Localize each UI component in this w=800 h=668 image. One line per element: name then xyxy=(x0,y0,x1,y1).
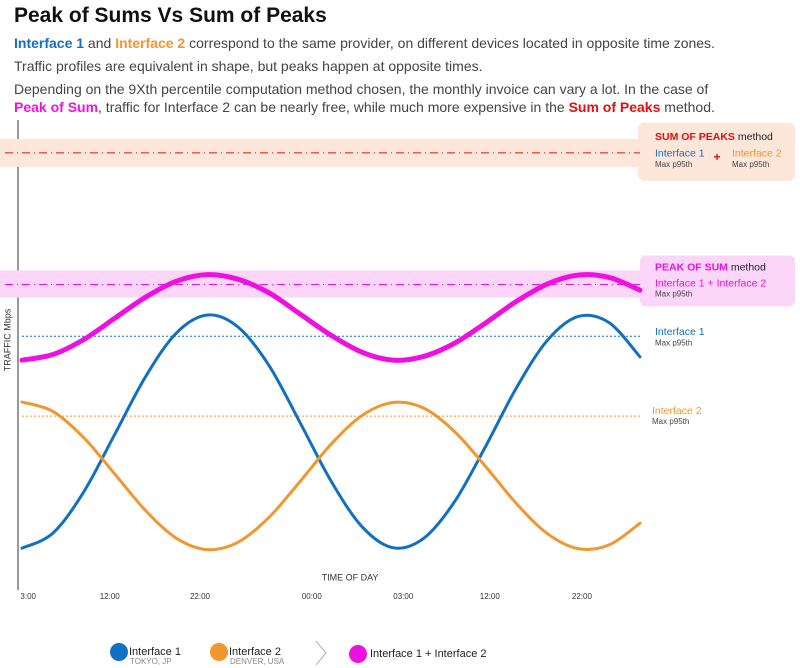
annotation-box xyxy=(638,122,795,181)
annotation-note: Max p95th xyxy=(655,290,692,299)
annotation-item: Interface 2 xyxy=(652,405,702,417)
series-line xyxy=(20,313,642,550)
annotation-title-strong: PEAK OF SUM xyxy=(655,261,728,273)
annotation-box xyxy=(640,255,795,307)
annotation-note: Max p95th xyxy=(655,338,692,347)
annotation-title-suffix: method xyxy=(731,261,766,273)
legend-swatch xyxy=(210,643,228,661)
paragraph: Depending on the 9Xth percentile computa… xyxy=(14,80,744,116)
text-segment: correspond to the same provider, on diff… xyxy=(185,35,715,51)
x-tick-label: 12:00 xyxy=(100,592,121,601)
annotation-joiner: + xyxy=(713,150,720,164)
series-line xyxy=(19,272,643,363)
x-tick-label: 03:00 xyxy=(393,592,414,601)
text-segment: method. xyxy=(660,99,715,115)
title: Peak of Sums Vs Sum of Peaks xyxy=(14,4,327,27)
text-segment: Sum of Peaks xyxy=(568,99,661,115)
legend-swatch xyxy=(349,645,367,663)
legend-chevron xyxy=(315,640,327,666)
x-tick-label: 00:00 xyxy=(302,592,323,601)
text-segment: Interface 1 xyxy=(14,35,85,51)
legend-label: Interface 1 + Interface 2 xyxy=(370,648,487,660)
header: Peak of Sums Vs Sum of Peaks Interface 1… xyxy=(14,0,744,121)
paragraph: Traffic profiles are equivalent in shape… xyxy=(14,57,744,75)
legend-location: DENVER, USA xyxy=(230,657,285,666)
annotation-title: SUM OF PEAKS method xyxy=(655,131,773,143)
text-segment: , traffic for Interface 2 can be nearly … xyxy=(98,99,569,115)
text-segment: Interface 2 xyxy=(115,35,186,51)
text-segment: Peak of Sum xyxy=(14,99,99,115)
annotation-item: Interface 1 xyxy=(655,326,705,338)
annotation-note: Max p95th xyxy=(732,160,769,169)
annotation-item: Interface 1 + Interface 2 xyxy=(655,277,766,289)
description: Interface 1 and Interface 2 correspond t… xyxy=(14,34,744,116)
series-line xyxy=(20,400,642,552)
annotation-title-strong: SUM OF PEAKS xyxy=(655,131,735,143)
text-segment: Depending on the 9Xth percentile computa… xyxy=(14,81,713,97)
legend-swatch xyxy=(110,643,128,661)
annotation-note: Max p95th xyxy=(652,417,689,426)
paragraph: Interface 1 and Interface 2 correspond t… xyxy=(14,34,744,52)
x-tick-label: 22:00 xyxy=(190,592,211,601)
x-tick-label: 3:00 xyxy=(20,592,36,601)
annotation-title-suffix: method xyxy=(738,131,773,143)
y-axis-label: TRAFFIC Mbps xyxy=(2,308,12,371)
annotation-note: Max p95th xyxy=(655,160,692,169)
annotation-item: Interface 1 xyxy=(655,148,705,160)
legend-label: Interface 2 xyxy=(229,646,281,658)
x-tick-label: 12:00 xyxy=(480,592,501,601)
legend-label: Interface 1 xyxy=(129,646,181,658)
legend-location: TOKYO, JP xyxy=(130,657,172,666)
text-segment: Traffic profiles are equivalent in shape… xyxy=(14,58,483,74)
annotation-title: PEAK OF SUM method xyxy=(655,261,766,273)
x-tick-label: 22:00 xyxy=(572,592,593,601)
x-axis-label: TIME OF DAY xyxy=(322,572,379,582)
text-segment: and xyxy=(84,35,116,51)
annotation-item: Interface 2 xyxy=(732,148,782,160)
